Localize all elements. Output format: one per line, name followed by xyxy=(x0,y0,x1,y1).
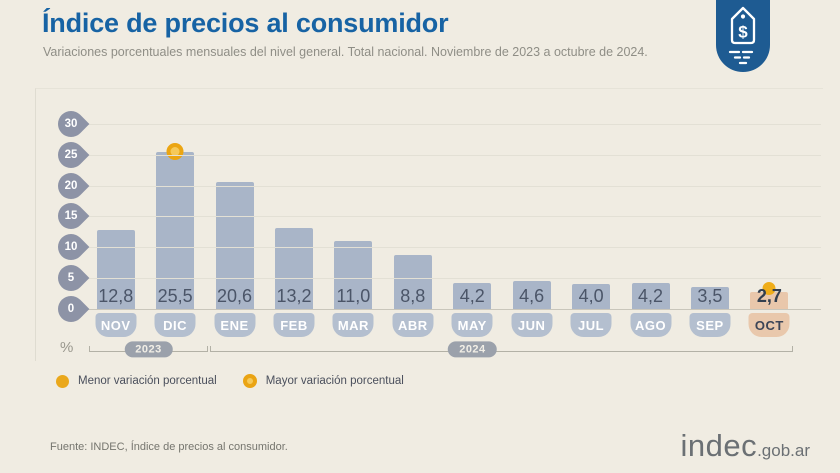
bar-columns: 12,8 NOV 25,5 DIC 20,6 ENE 13,2 FEB 11,0 MAR 8,8 AB… xyxy=(86,89,799,337)
bar-column-nov: 12,8 NOV xyxy=(86,89,145,337)
bar-value-label-dic: 25,5 xyxy=(157,286,193,306)
gridline-20 xyxy=(82,185,821,187)
month-badge-oct: OCT xyxy=(748,313,790,337)
page-subtitle: Variaciones porcentuales mensuales del n… xyxy=(43,45,648,59)
legend-item-max: Mayor variación porcentual xyxy=(242,374,404,388)
legend-label: Menor variación porcentual xyxy=(78,375,217,387)
bar-value-label-mar: 11,0 xyxy=(336,286,371,306)
bar-oct xyxy=(750,292,789,309)
y-axis-tick-badge-10: 10 xyxy=(52,228,90,266)
bar-column-feb: 13,2 FEB xyxy=(264,89,323,337)
year-bracket-2023: 2023 xyxy=(89,341,208,358)
indec-logo-suffix: .gob.ar xyxy=(757,441,810,460)
legend: Menor variación porcentual Mayor variaci… xyxy=(56,374,404,388)
bar-value-label-oct: 2,7 xyxy=(756,286,782,306)
year-bracket-2024: 2024 xyxy=(210,341,793,358)
month-badge-feb: FEB xyxy=(273,313,315,337)
solid-yellow-dot-icon xyxy=(56,374,69,388)
bar-jul xyxy=(572,284,611,309)
month-badge-jun: JUN xyxy=(511,313,553,337)
bar-column-ene: 20,6 ENE xyxy=(205,89,264,337)
bar-value-label-nov: 12,8 xyxy=(98,286,134,306)
source-note: Fuente: INDEC, Índice de precios al cons… xyxy=(50,441,288,453)
bar-nov xyxy=(96,230,135,309)
bar-value-label-feb: 13,2 xyxy=(276,286,312,306)
bar-mar xyxy=(334,241,373,309)
bar-column-sep: 3,5 SEP xyxy=(680,89,739,337)
price-tag-icon: $ xyxy=(716,6,770,76)
bar-value-label-sep: 3,5 xyxy=(697,286,723,306)
y-axis-tick-badge-25: 25 xyxy=(52,136,90,174)
month-badge-ago: AGO xyxy=(630,313,671,337)
indec-logo-main: indec xyxy=(680,428,758,463)
bar-abr xyxy=(393,255,432,309)
page-title: Índice de precios al consumidor xyxy=(42,8,449,38)
bar-value-label-jun: 4,6 xyxy=(519,286,545,306)
plot-area: % 2023 2024 12,8 NOV 25,5 DIC 20,6 ENE 13,2 FEB… xyxy=(35,88,823,361)
y-axis-unit-label: % xyxy=(60,339,74,356)
indec-logo: indec .gob.ar xyxy=(680,428,810,464)
y-axis-tick-badge-15: 15 xyxy=(52,198,90,235)
bar-column-dic: 25,5 DIC xyxy=(145,89,204,337)
min-variation-marker-icon xyxy=(762,282,776,295)
month-badge-nov: NOV xyxy=(95,313,137,337)
bar-column-oct: 2,7 OCT xyxy=(740,89,799,337)
bar-ago xyxy=(631,283,670,309)
month-badge-abr: ABR xyxy=(392,313,434,337)
bar-column-jul: 4,0 JUL xyxy=(561,89,620,337)
month-badge-mar: MAR xyxy=(332,313,374,337)
bar-ene xyxy=(215,182,254,309)
bar-value-label-abr: 8,8 xyxy=(400,286,426,306)
price-tag-badge: $ xyxy=(716,0,770,72)
bar-dic xyxy=(156,152,195,309)
month-badge-may: MAY xyxy=(451,313,493,337)
ring-yellow-dot-icon xyxy=(242,374,257,388)
month-badge-dic: DIC xyxy=(154,313,196,337)
max-variation-marker-icon xyxy=(166,143,184,160)
gridline-25 xyxy=(82,154,821,156)
svg-text:$: $ xyxy=(738,23,748,42)
y-axis-tick-badge-5: 5 xyxy=(52,259,90,297)
bar-value-label-jul: 4,0 xyxy=(578,286,604,306)
gridline-10 xyxy=(82,247,821,249)
bar-column-may: 4,2 MAY xyxy=(443,89,502,337)
bar-may xyxy=(453,283,492,309)
gridline-30 xyxy=(82,123,821,125)
gridline-0 xyxy=(82,309,821,310)
bar-column-abr: 8,8 ABR xyxy=(383,89,442,337)
gridline-5 xyxy=(82,278,821,280)
month-badge-sep: SEP xyxy=(689,313,731,337)
bar-value-label-ene: 20,6 xyxy=(217,286,253,306)
month-badge-ene: ENE xyxy=(214,313,256,337)
bar-column-jun: 4,6 JUN xyxy=(502,89,561,337)
year-pill-2024: 2024 xyxy=(448,341,497,358)
bar-column-ago: 4,2 AGO xyxy=(621,89,680,337)
month-badge-jul: JUL xyxy=(570,313,612,337)
gridline-15 xyxy=(82,216,821,218)
y-axis-tick-badge-20: 20 xyxy=(52,167,90,205)
bar-feb xyxy=(274,228,313,309)
y-axis-tick-badge-0: 0 xyxy=(52,290,90,328)
bar-value-label-may: 4,2 xyxy=(459,286,485,306)
legend-label: Mayor variación porcentual xyxy=(265,375,404,387)
bar-value-label-ago: 4,2 xyxy=(637,286,664,306)
legend-item-min: Menor variación porcentual xyxy=(56,374,217,388)
y-axis-tick-badge-30: 30 xyxy=(52,105,90,143)
year-pill-2023: 2023 xyxy=(124,341,173,358)
bar-sep xyxy=(690,287,729,309)
bar-column-mar: 11,0 MAR xyxy=(324,89,383,337)
bar-jun xyxy=(512,281,551,309)
